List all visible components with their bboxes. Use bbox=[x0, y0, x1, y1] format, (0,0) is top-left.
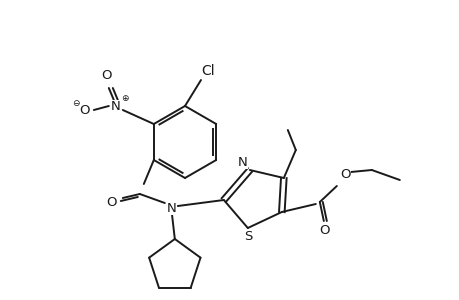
Text: O: O bbox=[319, 224, 330, 238]
Text: Cl: Cl bbox=[201, 64, 214, 78]
Text: O: O bbox=[106, 196, 117, 209]
Text: O: O bbox=[340, 167, 350, 181]
Text: O: O bbox=[79, 103, 90, 116]
Text: N: N bbox=[237, 155, 247, 169]
Text: O: O bbox=[101, 68, 112, 82]
Text: N: N bbox=[167, 202, 176, 214]
Text: ⊕: ⊕ bbox=[121, 94, 129, 103]
Text: ⊖: ⊖ bbox=[72, 98, 79, 107]
Text: S: S bbox=[243, 230, 252, 244]
Text: N: N bbox=[111, 100, 120, 112]
